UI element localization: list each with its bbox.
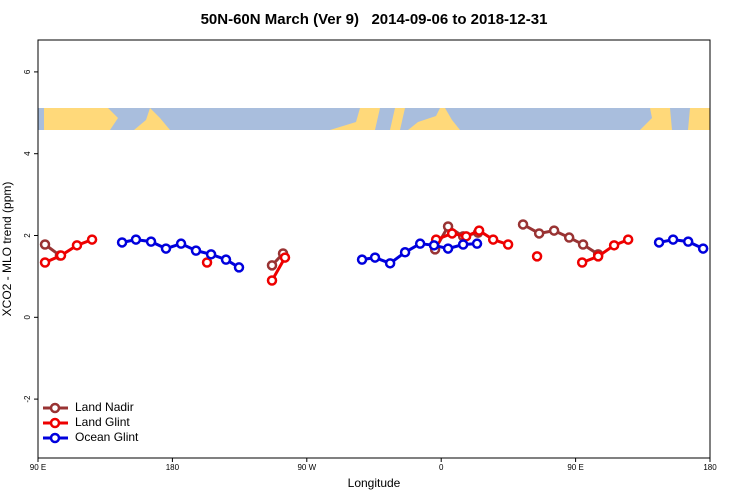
point bbox=[130, 234, 142, 245]
point bbox=[86, 234, 98, 245]
y-tick-label: 2 bbox=[23, 233, 32, 238]
point bbox=[442, 243, 454, 254]
legend-marker bbox=[49, 402, 61, 414]
point bbox=[190, 245, 202, 256]
y-tick-label: 6 bbox=[23, 69, 32, 74]
legend-label: Land Nadir bbox=[75, 400, 134, 414]
point bbox=[55, 250, 67, 261]
point bbox=[116, 237, 128, 248]
chart-title: 50N-60N March (Ver 9) 2014-09-06 to 2018… bbox=[201, 11, 548, 28]
point bbox=[502, 239, 514, 250]
point bbox=[592, 251, 604, 262]
x-tick-label: 180 bbox=[703, 463, 717, 472]
point bbox=[39, 239, 51, 250]
legend-label: Ocean Glint bbox=[75, 430, 139, 444]
point bbox=[533, 228, 545, 239]
point bbox=[201, 257, 213, 268]
x-axis-label: Longitude bbox=[348, 476, 401, 490]
point bbox=[279, 252, 291, 263]
point bbox=[460, 231, 472, 242]
y-tick-label: -2 bbox=[23, 395, 32, 403]
point bbox=[369, 252, 381, 263]
point bbox=[399, 247, 411, 258]
point bbox=[531, 251, 543, 262]
map-strip bbox=[38, 108, 710, 130]
point bbox=[548, 225, 560, 236]
y-tick-label: 0 bbox=[23, 315, 32, 320]
x-tick-label: 90 E bbox=[30, 463, 46, 472]
point bbox=[71, 240, 83, 251]
point bbox=[414, 238, 426, 249]
y-axis-label: XCO2 - MLO trend (ppm) bbox=[0, 182, 14, 317]
point bbox=[205, 249, 217, 260]
legend-marker bbox=[49, 417, 61, 429]
point bbox=[576, 257, 588, 268]
x-tick-label: 0 bbox=[439, 463, 444, 472]
x-tick-label: 180 bbox=[166, 463, 180, 472]
point bbox=[39, 257, 51, 268]
point bbox=[473, 225, 485, 236]
y-tick-label: 4 bbox=[23, 151, 32, 156]
point bbox=[220, 254, 232, 265]
point bbox=[446, 228, 458, 239]
legend-marker bbox=[49, 432, 61, 444]
x-tick-label: 90 E bbox=[567, 463, 583, 472]
point bbox=[622, 234, 634, 245]
point bbox=[653, 237, 665, 248]
legend-label: Land Glint bbox=[75, 415, 130, 429]
point bbox=[667, 234, 679, 245]
point bbox=[457, 239, 469, 250]
point bbox=[517, 219, 529, 230]
point bbox=[697, 243, 709, 254]
series-line bbox=[44, 228, 629, 282]
series-line bbox=[44, 223, 599, 267]
point bbox=[266, 275, 278, 286]
point bbox=[175, 238, 187, 249]
point bbox=[608, 240, 620, 251]
point bbox=[428, 240, 440, 251]
plot-frame bbox=[37, 39, 711, 459]
point bbox=[356, 254, 368, 265]
point bbox=[487, 234, 499, 245]
point bbox=[384, 258, 396, 269]
x-tick-label: 90 W bbox=[297, 463, 316, 472]
point bbox=[266, 260, 278, 271]
point bbox=[563, 232, 575, 243]
point bbox=[682, 236, 694, 247]
point bbox=[160, 243, 172, 254]
point bbox=[145, 236, 157, 247]
point bbox=[577, 239, 589, 250]
point bbox=[233, 262, 245, 273]
point bbox=[471, 238, 483, 249]
